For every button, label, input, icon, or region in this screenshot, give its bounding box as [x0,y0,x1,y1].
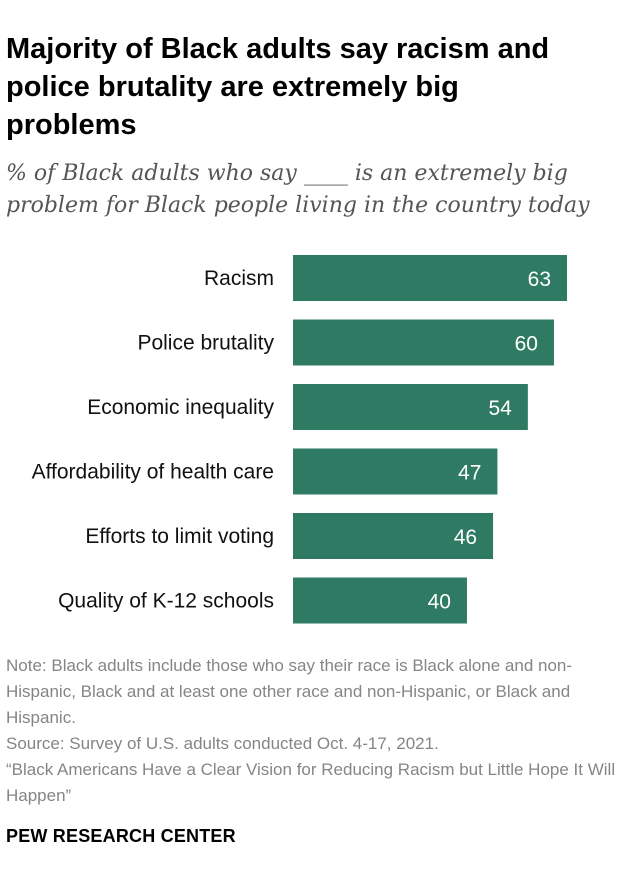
brand-logo-text: PEW RESEARCH CENTER [6,826,236,846]
source-text: Source: Survey of U.S. adults conducted … [6,734,439,753]
bar-chart: Racism 63 Police brutality 60 Economic inequ… [32,255,567,624]
bar-quality-of-k-12-schools [293,577,467,624]
bar-economic-inequality [293,384,528,430]
chart-subtitle: % of Black adults who say ____ is an ext… [6,161,590,218]
report-title-text: “Black Americans Have a Clear Vision for… [6,760,616,805]
category-label-racism: Racism [204,267,274,290]
category-label-quality-of-k-12-schools: Quality of K-12 schools [58,590,274,613]
bar-affordability-of-health-care [293,448,498,495]
bar-efforts-to-limit-voting [293,513,494,559]
chart-notes: Note: Black adults include those who say… [6,653,616,809]
value-label-economic-inequality: 54 [488,397,512,420]
bar-racism [293,255,567,301]
category-label-police-brutality: Police brutality [137,332,274,355]
category-label-efforts-to-limit-voting: Efforts to limit voting [85,525,274,548]
value-label-efforts-to-limit-voting: 46 [454,526,477,549]
category-label-economic-inequality: Economic inequality [87,396,274,419]
chart-title: Majority of Black adults say racism and … [6,33,550,141]
bar-police-brutality [293,319,554,366]
value-label-racism: 63 [528,268,551,291]
note-text: Note: Black adults include those who say… [6,656,573,727]
value-label-affordability-of-health-care: 47 [458,462,481,485]
category-label-affordability-of-health-care: Affordability of health care [32,461,274,484]
value-label-quality-of-k-12-schools: 40 [428,591,451,614]
value-label-police-brutality: 60 [515,333,538,356]
